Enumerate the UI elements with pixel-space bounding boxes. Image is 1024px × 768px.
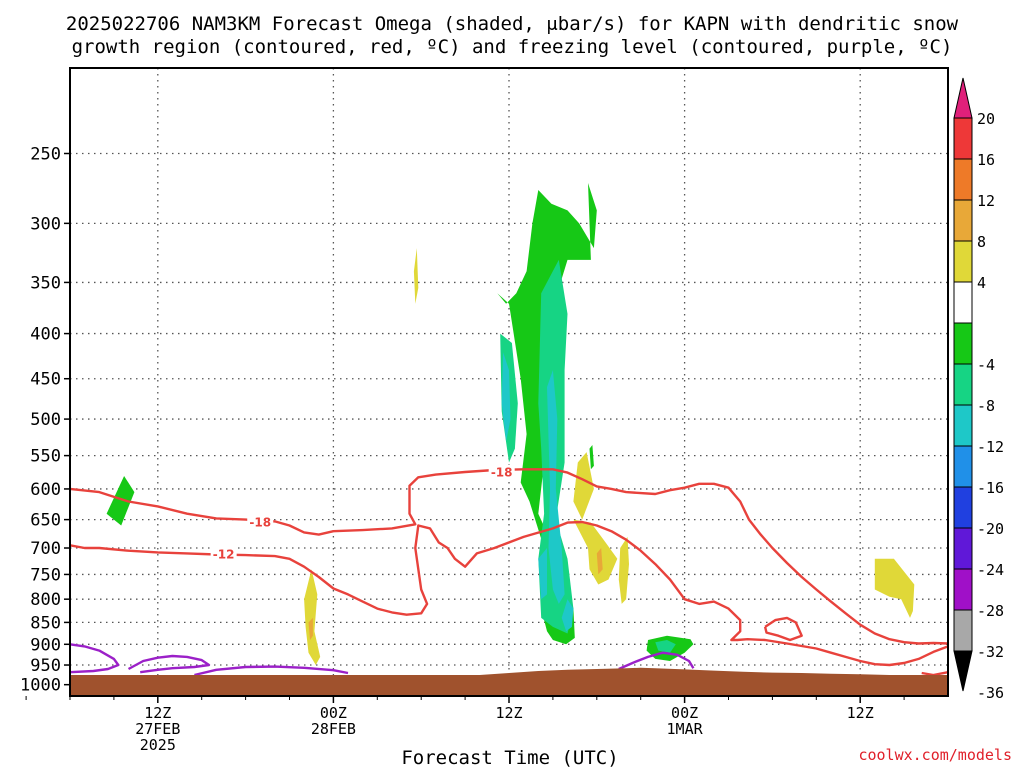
contour-label: -12 xyxy=(213,548,235,562)
y-tick-label: 450 xyxy=(30,370,61,390)
colorbar-band xyxy=(953,404,973,447)
colorbar-band xyxy=(953,158,973,201)
omega-shading xyxy=(106,183,915,665)
contours xyxy=(69,468,949,677)
chart-title-line1: 2025022706 NAM3KM Forecast Omega (shaded… xyxy=(66,13,959,35)
y-tick-label: 900 xyxy=(30,635,61,655)
y-tick-label: 250 xyxy=(30,144,61,164)
omega-region xyxy=(106,476,135,526)
y-tick-label: 650 xyxy=(30,511,61,531)
y-tick-label: 1000 xyxy=(20,676,61,696)
freezing-level-contour xyxy=(194,665,349,677)
colorbar-label: -4 xyxy=(977,356,995,374)
colorbar-band xyxy=(953,527,973,570)
colorbar-label: -32 xyxy=(977,643,1004,661)
omega-region xyxy=(596,548,603,575)
x-tick-label: 2025 xyxy=(140,736,176,754)
colorbar-band xyxy=(953,445,973,488)
colorbar-band xyxy=(953,609,973,652)
colorbar-label: -12 xyxy=(977,438,1004,456)
colorbar-label: -20 xyxy=(977,520,1004,538)
colorbar-label: 4 xyxy=(977,274,986,292)
omega-region xyxy=(547,370,565,604)
omega-region xyxy=(538,548,547,600)
colorbar-label: -36 xyxy=(977,684,1004,702)
colorbar-label: 16 xyxy=(977,151,995,169)
y-tick-label: 800 xyxy=(30,590,61,610)
x-tick-label: 28FEB xyxy=(311,720,356,738)
freezing-level-contour xyxy=(127,654,211,674)
y-tick-label: 950 xyxy=(30,656,61,676)
colorbar-band xyxy=(953,486,973,529)
colorbar-band xyxy=(953,199,973,242)
colorbar-label: 8 xyxy=(977,233,986,251)
x-tick-label: 12Z xyxy=(495,704,522,722)
omega-region xyxy=(589,445,594,470)
omega-region xyxy=(501,352,511,442)
x-tick-label: 12Z xyxy=(847,704,874,722)
omega-region xyxy=(413,248,419,304)
y-tick-label: 600 xyxy=(30,480,61,500)
dgz-contour xyxy=(69,468,949,645)
y-tick-label: 350 xyxy=(30,273,61,293)
omega-region xyxy=(655,640,676,653)
omega-region xyxy=(308,617,313,640)
omega-region xyxy=(874,558,915,618)
chart-title-line2: growth region (contoured, red, ºC) and f… xyxy=(72,36,953,58)
y-axis: 2503003504004505005506006507007508008509… xyxy=(20,144,70,696)
colorbar-label: 12 xyxy=(977,192,995,210)
x-tick-label: 00Z xyxy=(671,704,698,722)
x-tick-label: 12Z xyxy=(144,704,171,722)
x-tick-label: 27FEB xyxy=(135,720,180,738)
colorbar: 20 16 12 8 4 -4 -8 -12 -16 -20 -24 -28 -32 -36 xyxy=(953,77,1004,702)
colorbar-band xyxy=(953,568,973,611)
y-tick-label: 750 xyxy=(30,565,61,585)
omega-region xyxy=(304,569,321,665)
y-tick-label: 500 xyxy=(30,410,61,430)
contour-label-bg xyxy=(210,546,237,561)
omega-region xyxy=(618,536,629,604)
dgz-contour xyxy=(763,616,803,642)
colorbar-under-arrow xyxy=(953,650,973,692)
omega-region xyxy=(561,599,574,632)
colorbar-band xyxy=(953,117,973,160)
x-axis-label: Forecast Time (UTC) xyxy=(401,747,618,768)
colorbar-band xyxy=(953,240,973,283)
y-tick-label: 300 xyxy=(30,214,61,234)
contour-label-bg xyxy=(247,514,274,529)
colorbar-band xyxy=(953,363,973,406)
omega-region xyxy=(573,519,618,585)
colorbar-label: 20 xyxy=(977,110,995,128)
y-tick-label: 400 xyxy=(30,325,61,345)
y-tick-label: 850 xyxy=(30,613,61,633)
omega-region xyxy=(573,452,594,520)
y-tick-label: 550 xyxy=(30,447,61,467)
colorbar-label: -28 xyxy=(977,602,1004,620)
terrain xyxy=(70,667,948,696)
x-tick-label: 1MAR xyxy=(667,720,704,738)
colorbar-label: -24 xyxy=(977,561,1004,579)
omega-region xyxy=(497,183,597,645)
x-tick-label: 00Z xyxy=(320,704,347,722)
colorbar-band xyxy=(953,281,973,324)
freezing-level-contour xyxy=(618,651,695,671)
colorbar-label: -8 xyxy=(977,397,995,415)
y-tick-label: 700 xyxy=(30,539,61,559)
contour-labels: -18 -12 -18 xyxy=(210,464,515,562)
credit-text: coolwx.com/models xyxy=(858,746,1012,764)
contour-label: -18 xyxy=(249,516,271,530)
colorbar-over-arrow xyxy=(953,77,973,119)
contour-label-bg xyxy=(488,464,515,479)
colorbar-label: -16 xyxy=(977,479,1004,497)
terrain xyxy=(70,667,948,696)
freezing-level-contour xyxy=(69,643,120,674)
contour-label: -18 xyxy=(491,466,513,480)
dgz-contour xyxy=(69,520,949,667)
colorbar-band xyxy=(953,322,973,365)
